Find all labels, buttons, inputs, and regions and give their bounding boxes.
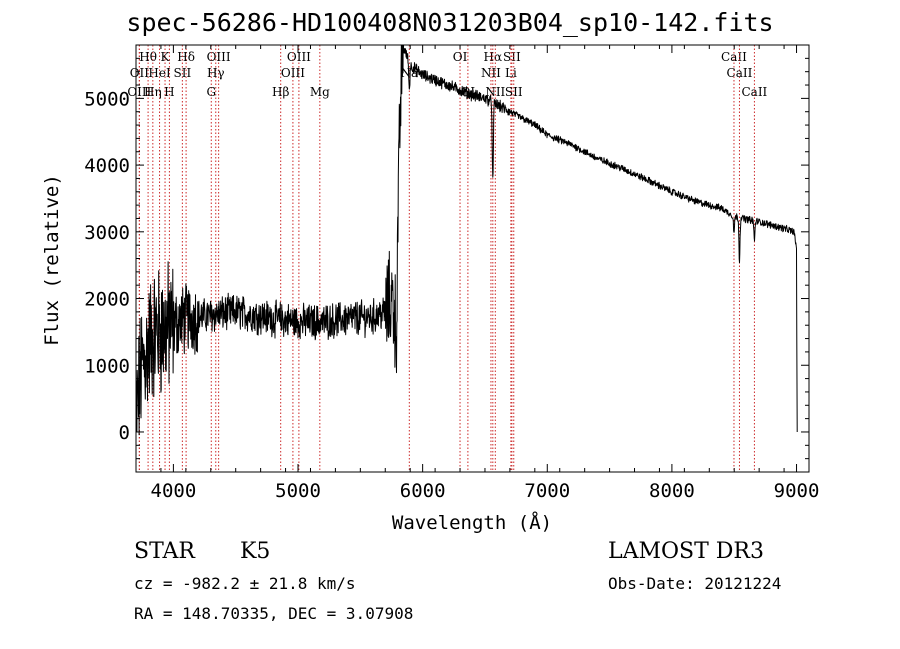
- line-marker-label: Hη: [144, 85, 162, 99]
- line-marker-label: OIII: [127, 85, 151, 99]
- line-marker-label: SII: [174, 66, 192, 80]
- line-marker-label: CaII: [741, 85, 767, 99]
- line-marker-label: OIII: [281, 66, 305, 80]
- spectrum-line: [136, 45, 798, 436]
- line-marker-label: CaII: [727, 66, 753, 80]
- coordinates: RA = 148.70335, DEC = 3.07908: [134, 604, 414, 623]
- x-axis-label: Wavelength (Å): [392, 511, 552, 534]
- line-marker-label: K: [161, 50, 171, 64]
- line-marker-label: HeI: [148, 66, 171, 80]
- line-marker-label: H: [164, 85, 174, 99]
- line-marker-label: Hβ: [272, 85, 289, 99]
- y-tick-label: 5000: [84, 88, 130, 110]
- line-marker-label: SII: [505, 85, 523, 99]
- line-marker-label: G: [206, 85, 216, 99]
- x-tick-label: 5000: [275, 480, 321, 502]
- chart-title: spec-56286-HD100408N031203B04_sp10-142.f…: [126, 8, 774, 37]
- survey-name: LAMOST DR3: [608, 539, 764, 564]
- line-marker-label: NII: [481, 66, 501, 80]
- line-marker-label: Hδ: [177, 50, 195, 64]
- axis-tick-labels: 4000 5000 6000 7000 8000 9000 0 1000 2000 3000 400…: [84, 88, 819, 502]
- object-subclass: K5: [240, 539, 271, 564]
- x-tick-label: 7000: [524, 480, 570, 502]
- axis-ticks: [135, 44, 810, 472]
- x-tick-label: 8000: [649, 480, 695, 502]
- y-tick-label: 2000: [84, 289, 130, 311]
- x-tick-label: 6000: [400, 480, 446, 502]
- y-tick-label: 3000: [84, 222, 130, 244]
- line-marker-label: CaII: [721, 50, 747, 64]
- redshift-velocity: cz = -982.2 ± 21.8 km/s: [134, 574, 356, 593]
- line-marker-label: Hγ: [207, 66, 225, 80]
- line-marker-label: OI: [453, 50, 468, 64]
- line-marker-label: NII: [485, 85, 505, 99]
- line-marker-label: Hα: [484, 50, 503, 64]
- observation-date: Obs-Date: 20121224: [608, 574, 782, 593]
- line-marker-label: Hθ: [139, 50, 157, 64]
- y-tick-label: 1000: [84, 355, 130, 377]
- plot-frame: [135, 44, 810, 473]
- line-marker-label: Li: [505, 66, 517, 80]
- line-marker-label: OIII: [287, 50, 311, 64]
- x-tick-label: 9000: [774, 480, 820, 502]
- y-tick-label: 4000: [84, 155, 130, 177]
- y-axis-label: Flux (relative): [41, 174, 63, 346]
- line-marker-label: SII: [503, 50, 521, 64]
- object-class: STAR: [134, 539, 195, 564]
- y-tick-label: 0: [119, 422, 130, 444]
- line-marker-label: Mg: [310, 85, 330, 99]
- x-tick-label: 4000: [151, 480, 197, 502]
- line-marker-label: OIII: [207, 50, 231, 64]
